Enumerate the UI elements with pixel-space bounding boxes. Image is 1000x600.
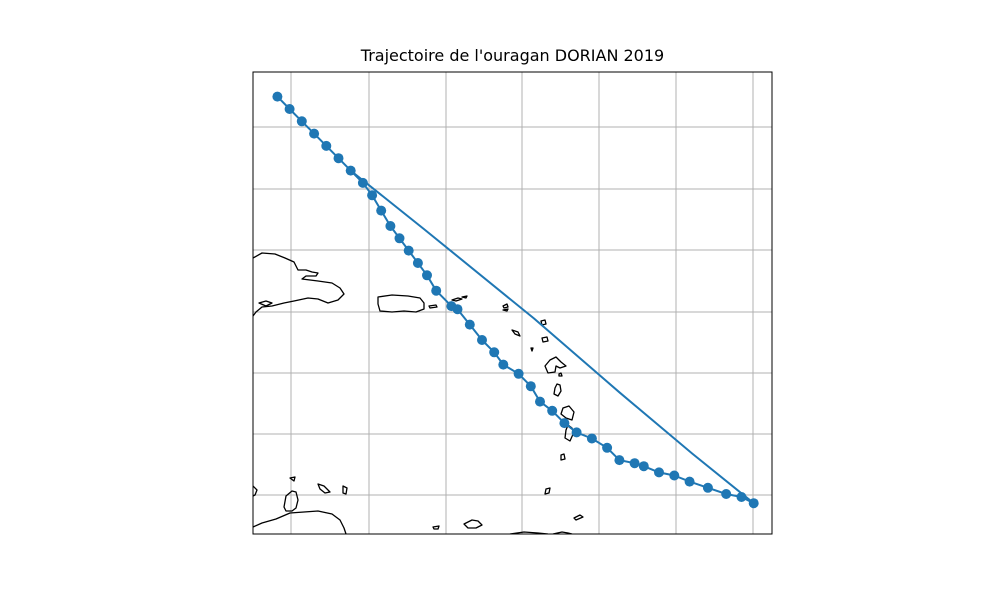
- aruba-island: [289, 476, 296, 482]
- vieques-island: [428, 304, 438, 309]
- track-point: [498, 359, 509, 370]
- track-point: [513, 368, 524, 379]
- track-line-group: [276, 95, 755, 505]
- small-islet-a: [432, 525, 440, 530]
- track-point: [654, 467, 664, 478]
- bonaire-island: [342, 485, 348, 495]
- track-point: [547, 405, 558, 416]
- track-point: [571, 427, 582, 438]
- hispaniola-coast: [253, 252, 345, 317]
- south-america-coast: [253, 510, 347, 534]
- track-point: [477, 335, 487, 345]
- guadeloupe-coast: [544, 356, 567, 374]
- track-point: [367, 190, 378, 201]
- track-point: [412, 258, 423, 268]
- track-point: [296, 116, 307, 127]
- track-point: [385, 221, 396, 231]
- st-kitts-island: [511, 329, 521, 337]
- track-point: [403, 245, 414, 256]
- track-point: [422, 270, 432, 281]
- track-point: [614, 455, 625, 466]
- hispaniola-islet: [258, 300, 273, 307]
- marie-galante-island: [558, 372, 563, 377]
- virgin-islands-a: [451, 297, 463, 302]
- grenada-island: [544, 487, 551, 495]
- track-point: [629, 458, 640, 469]
- martinique-coast: [560, 405, 575, 421]
- track-point: [464, 319, 475, 330]
- track-point: [748, 498, 759, 509]
- track-point: [535, 396, 545, 407]
- track-point: [431, 285, 442, 296]
- track-points: [272, 91, 759, 509]
- paraguana-coast: [283, 490, 299, 512]
- st-vincent-island: [560, 453, 566, 461]
- track-point: [321, 140, 332, 151]
- track-point: [284, 104, 295, 114]
- track-point: [333, 153, 344, 164]
- track-point: [638, 461, 649, 472]
- track-point: [309, 128, 320, 139]
- track-point: [559, 418, 570, 429]
- track-point: [684, 476, 695, 487]
- montserrat-island: [530, 347, 534, 352]
- track-point: [602, 442, 613, 453]
- antigua-island: [541, 336, 549, 343]
- st-martin-island: [502, 308, 509, 312]
- track-line: [276, 95, 755, 505]
- barbuda-island: [540, 319, 547, 326]
- track-point: [736, 492, 747, 502]
- map-frame: [252, 71, 773, 535]
- coastlines: [253, 252, 584, 534]
- track-point: [586, 433, 597, 444]
- track-point: [345, 165, 356, 176]
- track-point: [272, 91, 283, 102]
- dominica-island: [553, 383, 562, 397]
- coast-fragment-west: [253, 485, 258, 497]
- track-point: [376, 205, 387, 216]
- track-point: [702, 482, 713, 493]
- track-point: [394, 233, 405, 244]
- track-point: [357, 177, 368, 188]
- anguilla-island: [502, 303, 509, 309]
- track-point: [452, 304, 463, 315]
- track-point: [669, 470, 680, 481]
- virgin-islands-b: [461, 295, 468, 299]
- curacao-island: [317, 483, 331, 494]
- track-point: [525, 381, 536, 392]
- tobago-island: [573, 514, 584, 521]
- track-point: [489, 347, 500, 358]
- puerto-rico-coast: [377, 294, 425, 313]
- margarita-island: [463, 519, 483, 529]
- map-title: Trajectoire de l'ouragan DORIAN 2019: [360, 46, 665, 65]
- gridlines: [253, 72, 772, 534]
- track-point: [721, 489, 732, 499]
